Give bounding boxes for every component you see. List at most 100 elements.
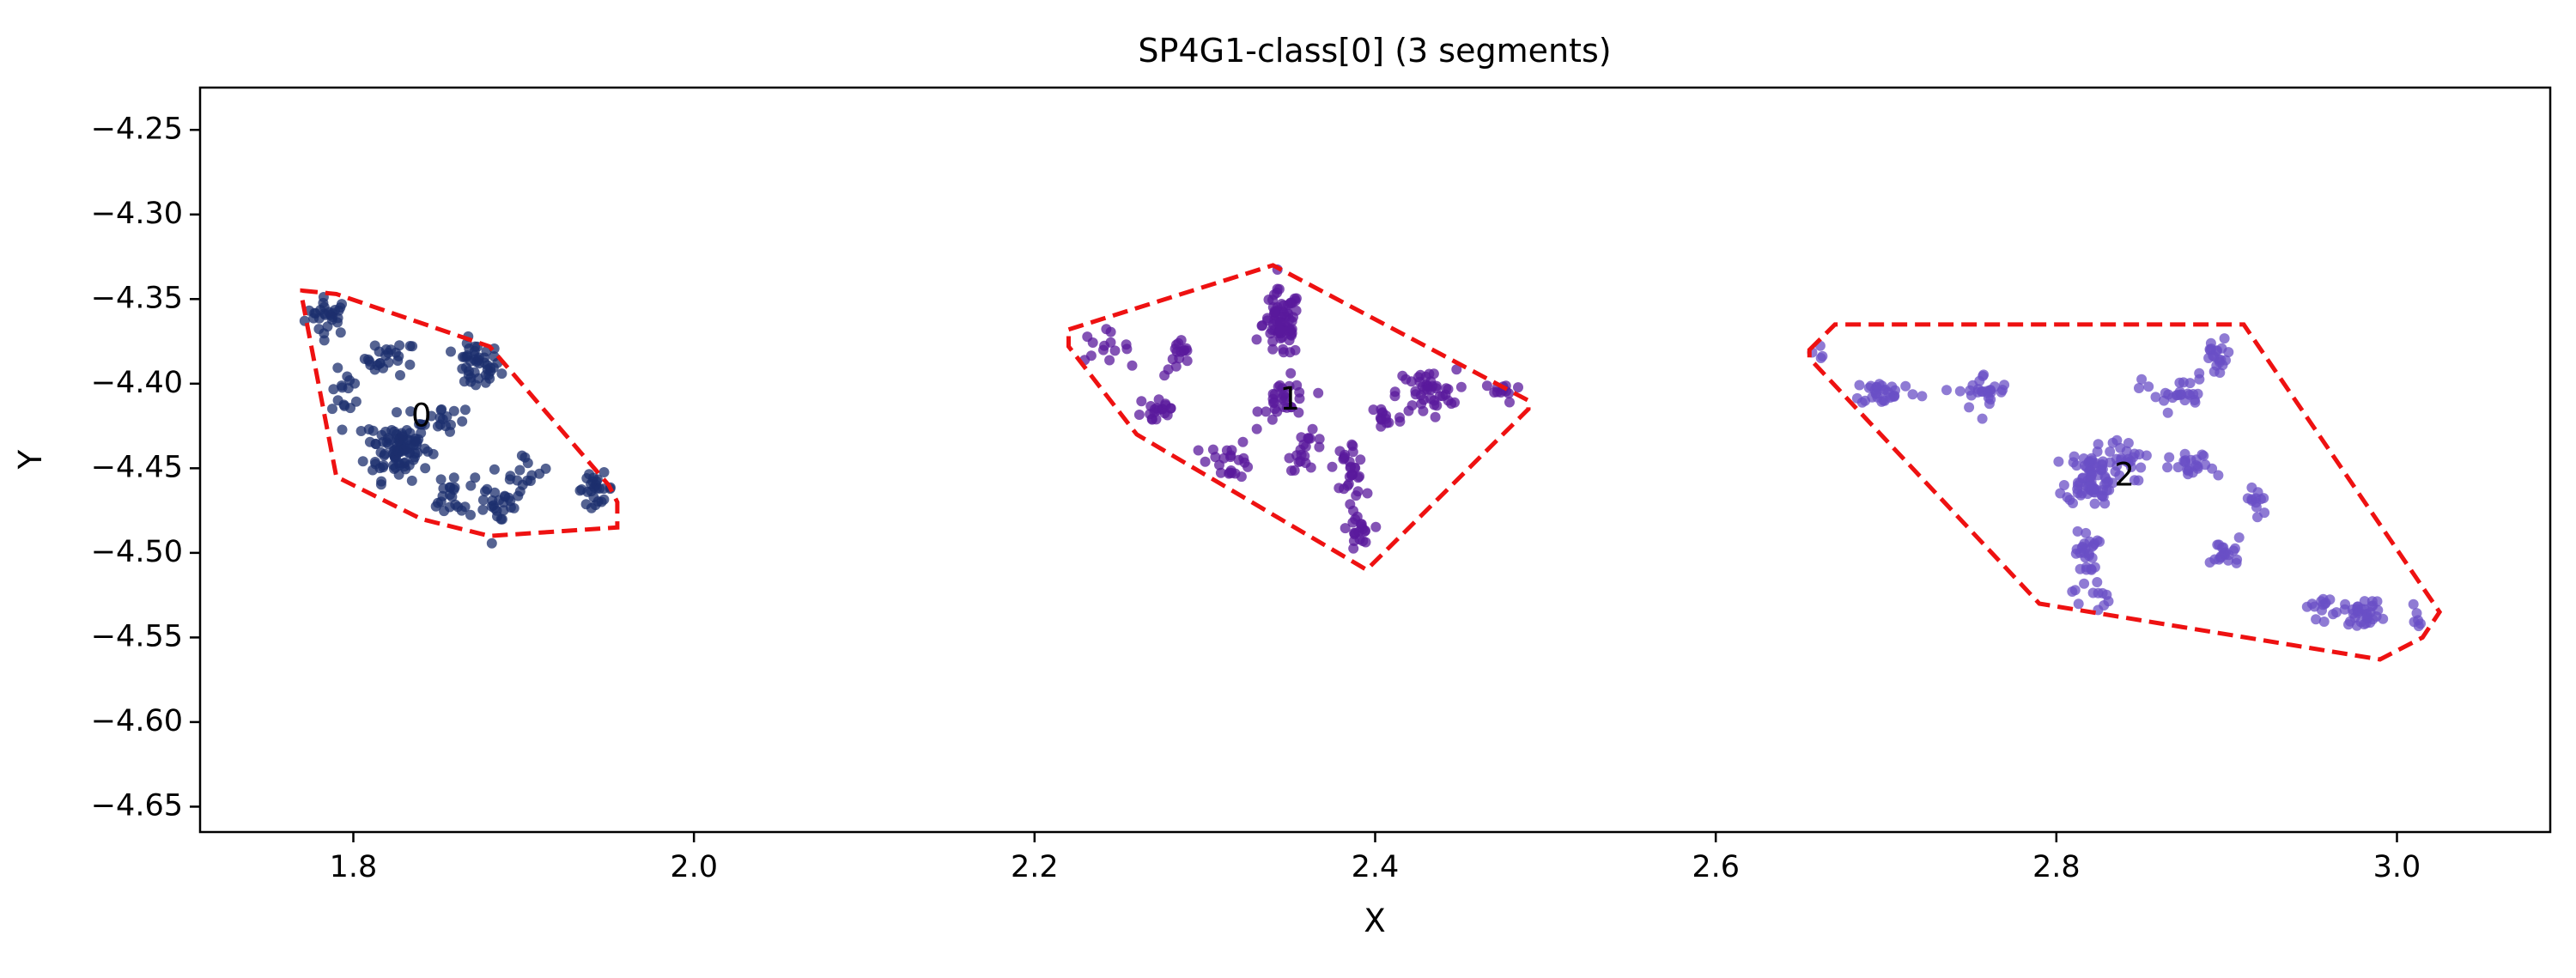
data-point	[1314, 441, 1325, 453]
data-point	[448, 405, 459, 416]
data-point	[1504, 397, 1515, 408]
data-point	[477, 495, 489, 506]
data-point	[1289, 465, 1300, 476]
data-point	[357, 456, 368, 467]
data-point	[1239, 457, 1250, 468]
data-point	[504, 474, 515, 485]
data-point	[1151, 403, 1163, 414]
data-point	[388, 445, 399, 456]
data-point	[1362, 488, 1373, 499]
data-point	[2089, 498, 2100, 509]
data-point	[1997, 385, 2008, 396]
data-point	[395, 370, 405, 380]
data-point	[2101, 477, 2112, 489]
cluster-2-label: 2	[2114, 457, 2135, 494]
data-point	[2071, 460, 2082, 471]
data-point	[1285, 402, 1297, 413]
data-point	[2073, 598, 2084, 610]
data-point	[2317, 604, 2327, 616]
data-point	[1351, 490, 1362, 501]
data-point	[470, 341, 481, 352]
data-point	[2343, 619, 2354, 630]
data-point	[1274, 325, 1285, 336]
data-point	[2093, 439, 2104, 450]
data-point	[2182, 465, 2193, 475]
data-point	[2081, 527, 2092, 538]
data-point	[2252, 487, 2263, 498]
y-tick-label: −4.50	[91, 535, 183, 569]
cluster-0-hull	[300, 288, 620, 538]
data-point	[2215, 551, 2227, 562]
data-point	[1151, 414, 1162, 425]
data-point	[2133, 475, 2144, 486]
data-point	[2178, 377, 2189, 388]
y-axis-label: Y	[12, 449, 49, 470]
data-point	[513, 490, 524, 501]
data-point	[1815, 353, 1826, 363]
x-axis-label: X	[1364, 902, 1385, 939]
data-point	[574, 485, 586, 496]
data-point	[2339, 604, 2350, 615]
data-point	[2223, 347, 2234, 358]
data-point	[2083, 550, 2094, 562]
data-point	[2223, 550, 2234, 561]
data-point	[465, 509, 476, 520]
data-point	[1481, 380, 1492, 392]
data-point	[489, 502, 500, 513]
data-point	[1215, 467, 1226, 478]
data-point	[1340, 523, 1351, 534]
data-point	[2093, 587, 2104, 598]
data-point	[2212, 539, 2223, 550]
data-point	[1972, 386, 1984, 398]
data-point	[2092, 577, 2103, 587]
data-point	[2219, 333, 2230, 344]
data-point	[1285, 368, 1297, 379]
data-point	[2372, 596, 2383, 607]
data-point	[1347, 440, 1358, 452]
data-point	[370, 439, 381, 450]
data-point	[1200, 456, 1211, 467]
x-tick-label: 3.0	[2373, 850, 2421, 884]
data-point	[2204, 557, 2215, 568]
data-point	[315, 305, 326, 315]
data-point	[2115, 442, 2126, 453]
data-point	[2105, 446, 2116, 457]
data-point	[496, 368, 507, 380]
cluster-1-points	[1079, 264, 1523, 554]
data-point	[2316, 596, 2327, 607]
data-point	[414, 419, 424, 429]
data-point	[435, 474, 447, 485]
data-point	[1214, 459, 1224, 471]
data-point	[2107, 437, 2118, 448]
data-point	[1226, 467, 1237, 478]
data-point	[580, 499, 592, 510]
x-axis-ticks: 1.8 2.0 2.2 2.4 2.6 2.8 3.0	[330, 832, 2421, 884]
data-point	[1346, 469, 1358, 480]
data-point	[1193, 445, 1204, 456]
cluster-2-points	[1807, 333, 2426, 632]
data-point	[406, 475, 417, 486]
data-point	[2167, 392, 2178, 404]
data-point	[1284, 335, 1295, 346]
data-point	[489, 464, 500, 475]
data-point	[379, 450, 390, 461]
data-point	[514, 465, 526, 476]
data-point	[426, 410, 437, 422]
data-point	[1136, 396, 1147, 407]
x-tick-label: 2.6	[1692, 850, 1740, 884]
data-point	[486, 538, 497, 549]
data-point	[2101, 485, 2112, 496]
hull-layer	[300, 263, 2443, 662]
y-tick-label: −4.25	[91, 112, 183, 146]
data-point	[459, 404, 471, 416]
data-point	[2213, 470, 2224, 481]
data-point	[1416, 398, 1427, 410]
data-point	[2205, 345, 2216, 355]
data-point	[2067, 586, 2078, 597]
data-point	[1304, 433, 1315, 444]
data-point	[499, 490, 510, 501]
data-point	[1437, 391, 1449, 402]
data-point	[375, 479, 386, 490]
cluster-1-hull	[1066, 263, 1531, 573]
data-point	[2136, 462, 2147, 473]
